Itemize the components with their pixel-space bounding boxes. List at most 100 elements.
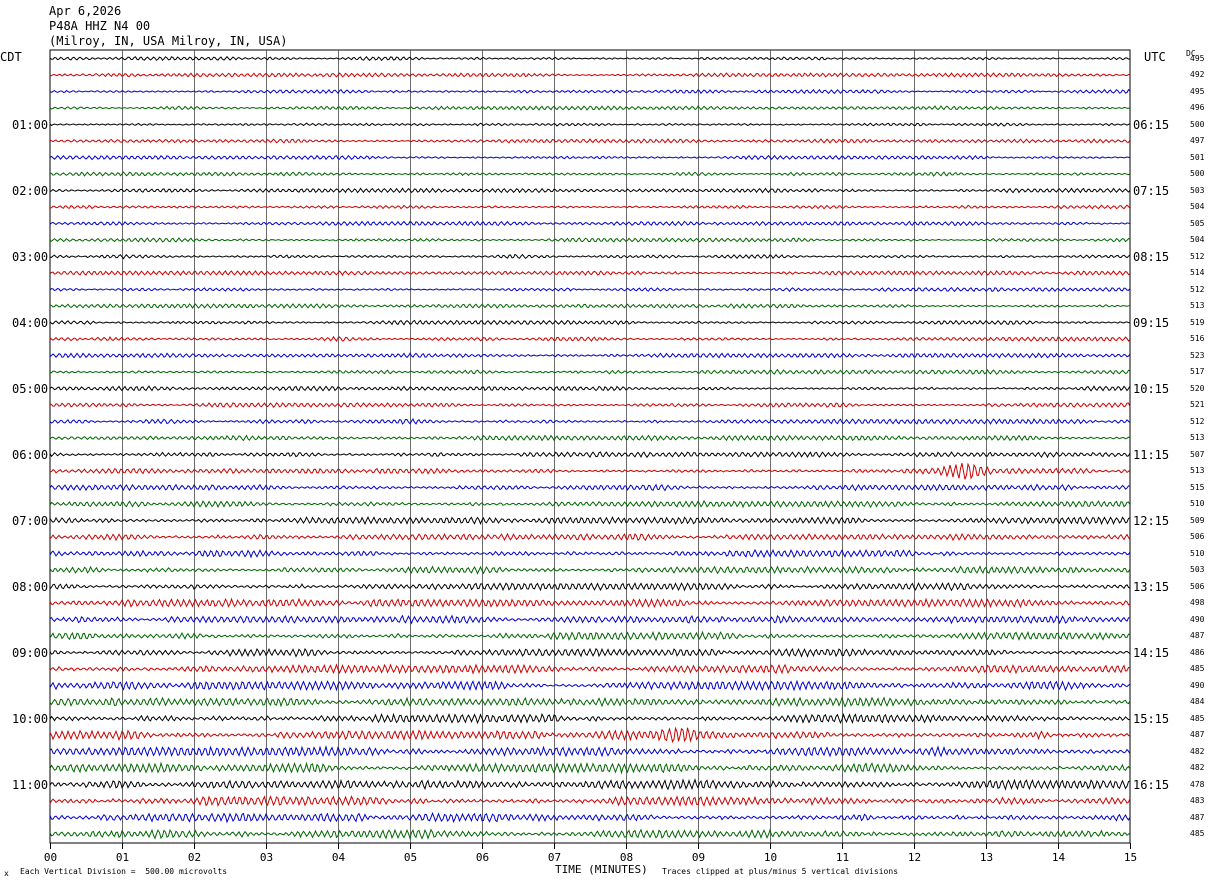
trace-line: [49, 565, 1131, 575]
x-tick-label: 05: [404, 851, 417, 864]
trace-line: [49, 548, 1131, 559]
utc-hour-label: 11:15: [1133, 447, 1170, 462]
utc-hour-label: 13:15: [1133, 579, 1170, 594]
trace-line: [49, 712, 1131, 725]
trace-line: [49, 499, 1131, 509]
trace-line: [49, 597, 1131, 609]
plot-frame: [49, 49, 1131, 844]
dc-offset-value: 514: [1190, 268, 1205, 277]
trace-line: [49, 55, 1131, 62]
trace-line: [49, 105, 1131, 111]
dc-offset-value: 501: [1190, 152, 1205, 162]
x-tick-label: 04: [332, 851, 346, 864]
dc-offset-value: 512: [1190, 416, 1205, 426]
trace-line: [49, 352, 1131, 359]
local-hour-label: 09:00: [12, 645, 49, 660]
dc-offset-value: 492: [1190, 70, 1205, 79]
local-hour-label: 11:00: [12, 777, 49, 792]
dc-offset-value: 506: [1190, 581, 1205, 591]
dc-offset-value: 521: [1190, 400, 1205, 409]
dc-offset-value: 516: [1190, 334, 1205, 343]
trace-line: [49, 385, 1131, 392]
dc-offset-value: 497: [1190, 136, 1205, 145]
local-hour-label: 07:00: [12, 513, 49, 528]
dc-offset-value: 496: [1190, 103, 1205, 112]
dc-offset-value: 513: [1190, 466, 1205, 475]
dc-offset-value: 483: [1190, 796, 1205, 805]
trace-line: [49, 647, 1131, 658]
trace-line: [49, 581, 1131, 592]
trace-line: [49, 368, 1131, 375]
trace-line: [49, 122, 1131, 127]
utc-hour-label: 10:15: [1133, 381, 1170, 396]
trace-line: [49, 515, 1131, 526]
trace-line: [49, 286, 1131, 293]
dc-offset-value: 498: [1190, 598, 1205, 607]
dc-offset-value: 495: [1190, 53, 1205, 63]
x-tick-label: 03: [260, 851, 273, 864]
dc-offset-value: 517: [1190, 367, 1205, 376]
station-code: P48A HHZ N4 00: [49, 19, 151, 33]
trace-line: [49, 663, 1131, 675]
dc-offset-value: 478: [1190, 779, 1205, 789]
dc-offset-value: 484: [1190, 697, 1205, 706]
dc-offset-value: 510: [1190, 499, 1205, 508]
seismic-traces: [49, 55, 1131, 840]
x-axis-label: TIME (MINUTES): [555, 863, 648, 876]
trace-line: [49, 462, 1131, 480]
helicorder-date: Apr 6,2026: [49, 4, 122, 18]
local-hour-label: 10:00: [12, 711, 49, 726]
trace-line: [49, 72, 1131, 78]
time-grid: [49, 49, 1131, 849]
dc-offset-value: 510: [1190, 548, 1205, 558]
trace-line: [49, 204, 1131, 210]
trace-line: [49, 761, 1131, 775]
x-tick-label: 01: [116, 851, 129, 864]
x-tick-label: 12: [908, 851, 921, 864]
dc-offset-value: 513: [1190, 433, 1205, 442]
trace-line: [49, 335, 1131, 343]
utc-hour-label: 09:15: [1133, 315, 1170, 330]
dc-offset-value: 503: [1190, 565, 1205, 574]
trace-line: [49, 811, 1131, 824]
clip-note: Traces clipped at plus/minus 5 vertical …: [662, 867, 899, 876]
dc-offset-value: 507: [1190, 449, 1205, 459]
utc-hour-label: 07:15: [1133, 183, 1170, 198]
local-hour-label: 02:00: [12, 183, 49, 198]
x-tick-label: 15: [1124, 851, 1137, 864]
local-hour-label: 03:00: [12, 249, 49, 264]
dc-offset-value: 512: [1190, 284, 1205, 294]
x-tick-label: 09: [692, 851, 705, 864]
dc-offset-value: 487: [1190, 812, 1205, 822]
dc-offset-value: 513: [1190, 301, 1205, 310]
trace-line: [49, 451, 1131, 459]
dc-offset-value: 512: [1190, 251, 1205, 261]
dc-offset-value: 495: [1190, 86, 1205, 96]
dc-offset-value: 487: [1190, 730, 1205, 739]
corner-mark: x: [4, 869, 9, 878]
dc-offset-value: 485: [1190, 829, 1205, 838]
right-timezone-label: UTC: [1144, 50, 1166, 64]
x-tick-label: 00: [44, 851, 57, 864]
utc-hour-label: 14:15: [1133, 645, 1170, 660]
x-tick-label: 08: [620, 851, 633, 864]
trace-line: [49, 744, 1131, 758]
trace-line: [49, 696, 1131, 708]
trace-line: [49, 253, 1131, 260]
dc-offset-value: 515: [1190, 482, 1205, 492]
trace-line: [49, 434, 1131, 442]
trace-line: [49, 138, 1131, 144]
dc-offset-value: 504: [1190, 235, 1205, 244]
trace-line: [49, 483, 1131, 492]
x-tick-label: 07: [548, 851, 561, 864]
trace-line: [49, 187, 1131, 194]
trace-line: [49, 270, 1131, 276]
dc-offset-value: 506: [1190, 532, 1205, 541]
dc-offset-value: 500: [1190, 169, 1205, 178]
utc-hour-label: 06:15: [1133, 117, 1170, 132]
x-tick-labels: 00 01 02 03 04 05 06 07 08 09 10 11 12 13 14 15: [44, 851, 1137, 864]
trace-line: [49, 237, 1131, 243]
trace-line: [49, 726, 1131, 744]
dc-offset-value: 519: [1190, 317, 1205, 327]
station-location: (Milroy, IN, USA Milroy, IN, USA): [49, 34, 288, 48]
